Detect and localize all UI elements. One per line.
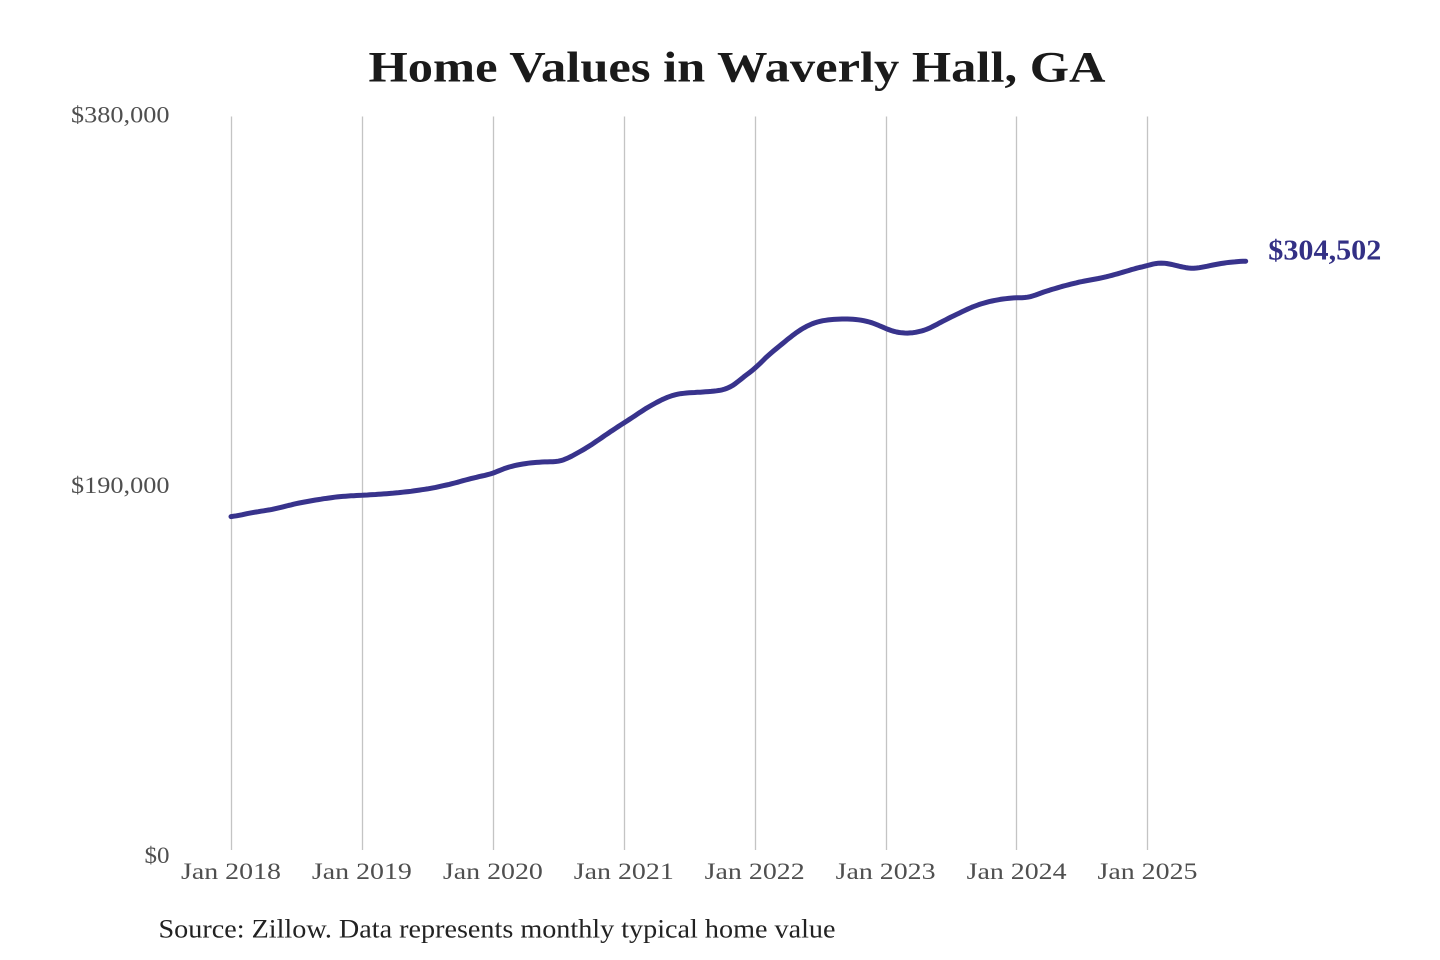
svg-text:Source: Zillow. Data represent: Source: Zillow. Data represents monthly … [159,915,836,944]
svg-text:Home Values in Waverly Hall, G: Home Values in Waverly Hall, GA [369,45,1106,92]
svg-text:Jan 2018: Jan 2018 [181,859,281,885]
svg-text:$380,000: $380,000 [71,103,170,129]
svg-text:$190,000: $190,000 [71,473,170,499]
svg-text:Jan 2021: Jan 2021 [574,859,674,885]
svg-text:$304,502: $304,502 [1268,236,1381,267]
svg-text:Jan 2019: Jan 2019 [312,859,412,885]
svg-text:Jan 2022: Jan 2022 [705,859,805,885]
svg-text:Jan 2024: Jan 2024 [967,859,1067,885]
svg-text:Jan 2025: Jan 2025 [1098,859,1198,885]
svg-text:$0: $0 [145,843,170,869]
svg-text:Jan 2023: Jan 2023 [836,859,936,885]
svg-text:Jan 2020: Jan 2020 [443,859,543,885]
